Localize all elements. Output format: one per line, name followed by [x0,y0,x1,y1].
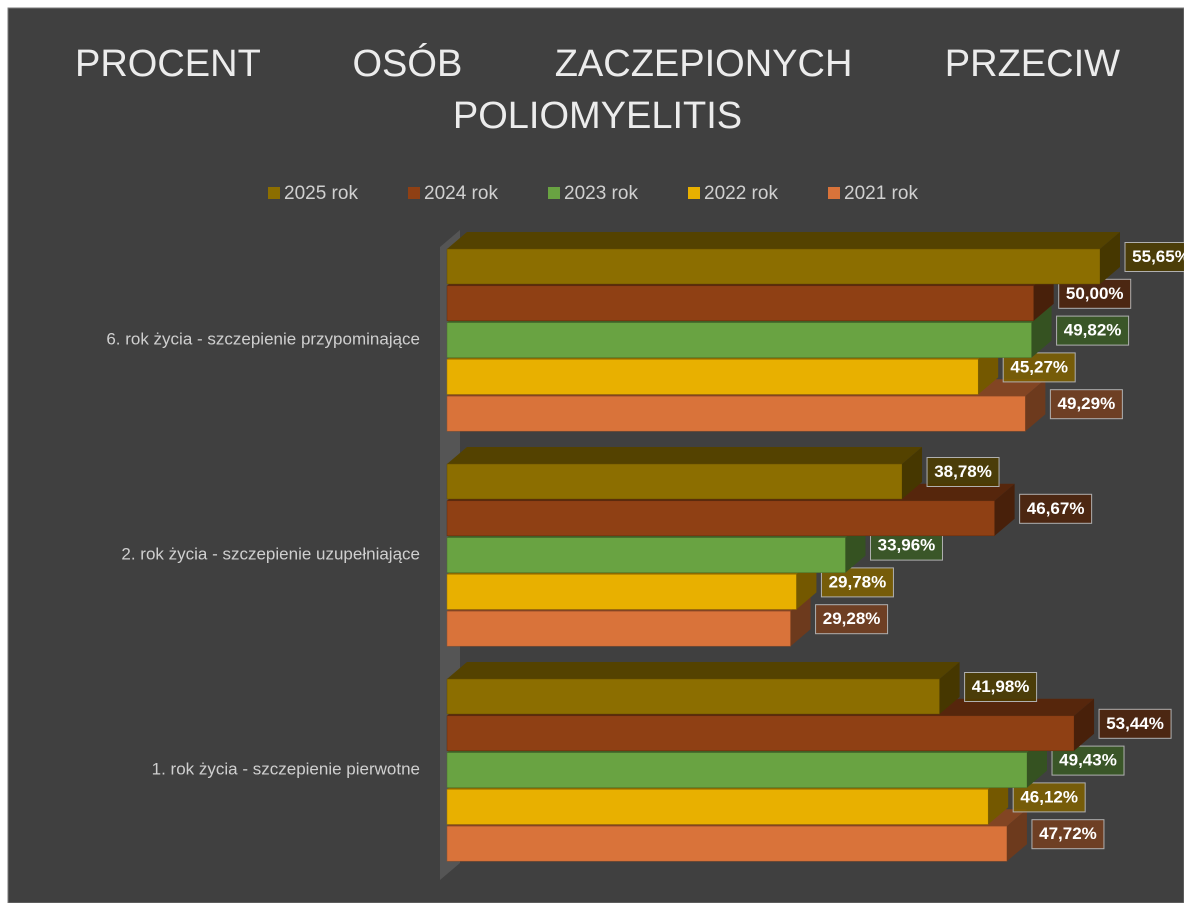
legend-swatch [268,187,280,199]
bar [446,610,791,647]
bar [446,322,1032,358]
bar [446,574,797,610]
legend-label: 2025 rok [284,183,358,204]
data-label-box [815,604,889,635]
bar [446,248,1101,285]
data-label: 45,27% [1010,357,1068,376]
bar-side [939,662,960,714]
data-label-box [1056,315,1130,346]
bar-side [1006,809,1027,862]
bar-top [447,662,960,679]
bar [446,395,1026,432]
bar [446,285,1034,322]
category-label: 6. rok życia - szczepienie przypominając… [106,330,420,349]
data-label: 53,44% [1106,714,1164,733]
bar [446,500,995,537]
chart-title: PROCENT OSÓB ZACZEPIONYCH PRZECIW POLIOM… [75,43,1120,137]
data-label: 41,98% [972,677,1030,696]
legend-label: 2021 rok [844,183,918,204]
legend-swatch [828,187,840,199]
data-label-box [964,672,1038,702]
data-label: 46,12% [1020,787,1078,806]
data-label: 29,78% [829,572,887,591]
bar-side [1100,232,1120,284]
data-label-box [1124,242,1184,272]
data-label: 46,67% [1027,499,1085,518]
bar-side [902,447,923,499]
bar [446,463,903,500]
bar [446,359,979,395]
data-label: 49,43% [1059,751,1117,770]
data-label: 47,72% [1039,824,1097,843]
legend-label: 2023 rok [564,183,638,204]
bar [446,825,1008,862]
data-label: 38,78% [934,462,992,481]
data-label-box [926,457,1000,487]
bar [446,789,989,825]
bar-side [1074,698,1095,751]
data-label-box [1019,493,1093,524]
bar [446,537,846,573]
data-label: 50,00% [1066,284,1124,303]
data-label: 29,28% [823,609,881,628]
category-label: 2. rok życia - szczepienie uzupełniające [121,545,420,564]
bar-top [447,232,1120,249]
category-label: 1. rok życia - szczepienie pierwotne [152,760,420,779]
legend-label: 2024 rok [424,183,498,204]
data-label: 49,29% [1058,394,1116,413]
legend-swatch [688,187,700,199]
data-label: 33,96% [878,536,936,555]
bar-side [1031,305,1052,358]
bar-top [447,447,923,464]
data-label-box [1031,819,1105,850]
legend-swatch [408,187,420,199]
data-label-box [1049,389,1123,420]
bar-side [994,483,1015,536]
legend-label: 2022 rok [704,183,778,204]
bar [446,678,940,715]
legend-swatch [548,187,560,199]
bar [446,715,1075,752]
data-label: 55,65% [1132,247,1184,266]
data-label-box [1098,708,1172,739]
data-label: 49,82% [1064,321,1122,340]
bar-side [1025,379,1046,432]
bar [446,752,1028,788]
